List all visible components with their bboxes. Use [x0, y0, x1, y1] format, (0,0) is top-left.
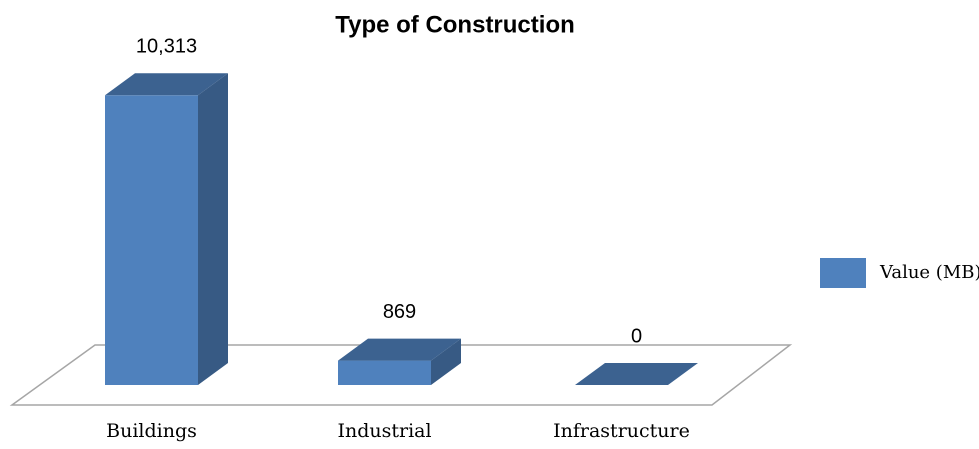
bar-top — [338, 338, 461, 361]
value-label: 0 — [631, 325, 642, 347]
chart-title: Type of Construction — [335, 11, 575, 38]
value-label: 10,313 — [136, 36, 197, 58]
bar-side — [431, 338, 461, 385]
bar — [338, 338, 461, 385]
bar-front — [338, 360, 431, 385]
legend-swatch — [820, 258, 866, 288]
value-label: 869 — [383, 301, 416, 323]
bar — [105, 73, 228, 385]
bar-side — [198, 73, 228, 385]
bar-top — [575, 363, 698, 385]
bar-top — [105, 73, 228, 96]
legend-label: Value (MB) — [879, 262, 979, 283]
x-tick-label: Infrastructure — [553, 420, 690, 442]
x-tick-label: Industrial — [337, 420, 431, 442]
bar — [575, 363, 698, 385]
bar-front — [105, 95, 198, 385]
x-tick-label: Buildings — [106, 420, 197, 442]
